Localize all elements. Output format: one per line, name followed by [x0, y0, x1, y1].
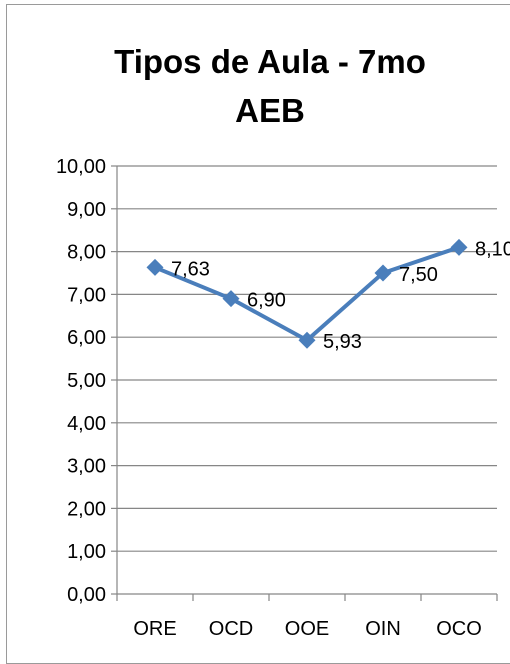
y-tick-label: 0,00: [67, 584, 106, 606]
data-label: 5,93: [323, 331, 362, 353]
y-tick-label: 2,00: [67, 498, 106, 520]
y-tick-labels: 0,00 1,00 2,00 3,00 4,00 5,00 6,00 7,00 8,00 9,00…: [56, 156, 106, 606]
axes: [111, 165, 498, 601]
y-tick-label: 10,00: [56, 156, 106, 178]
y-tick-label: 3,00: [67, 456, 106, 478]
y-tick-label: 8,00: [67, 242, 106, 264]
y-tick-label: 6,00: [67, 327, 106, 349]
y-tick-label: 1,00: [67, 541, 106, 563]
data-label: 7,50: [399, 264, 438, 286]
data-labels: 7,63 6,90 5,93 7,50 8,10: [171, 238, 510, 353]
data-label: 7,63: [171, 258, 210, 280]
y-tick-label: 9,00: [67, 199, 106, 221]
data-label: 8,10: [475, 238, 510, 260]
x-tick-label: OCO: [436, 618, 482, 640]
x-tick-label: OIN: [365, 618, 401, 640]
line-chart: Tipos de Aula - 7mo AEB 0,00 1,00 2,00 3,00…: [56, 43, 510, 640]
data-point-marker: [298, 331, 316, 349]
y-tick-label: 4,00: [67, 413, 106, 435]
chart-title-line-2: AEB: [235, 92, 305, 129]
series-layer: [146, 238, 468, 349]
y-tick-label: 7,00: [67, 284, 106, 306]
data-point-marker: [146, 258, 164, 276]
x-tick-label: OOE: [285, 618, 329, 640]
y-tick-label: 5,00: [67, 370, 106, 392]
chart-title-line-1: Tipos de Aula - 7mo: [114, 43, 426, 80]
data-point-marker: [450, 238, 468, 256]
x-tick-labels: ORE OCD OOE OIN OCO: [133, 618, 481, 640]
x-tick-label: ORE: [133, 618, 176, 640]
data-label: 6,90: [247, 290, 286, 312]
data-point-marker: [374, 264, 392, 282]
x-tick-label: OCD: [209, 618, 253, 640]
gridlines: [117, 165, 497, 552]
data-point-marker: [222, 290, 240, 308]
